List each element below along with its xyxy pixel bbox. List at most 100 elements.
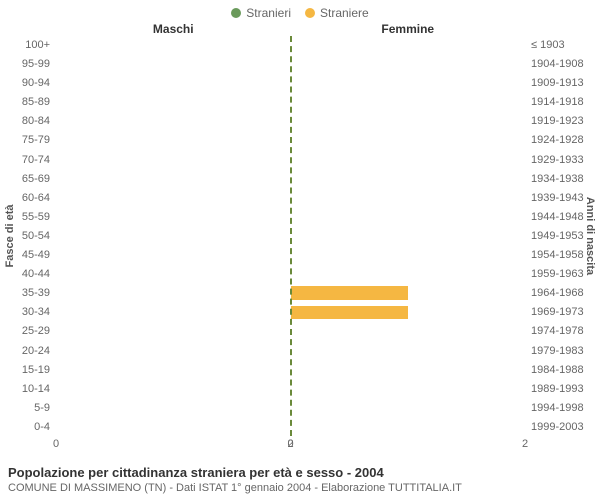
- bar-row: [56, 417, 291, 436]
- bar-row: [56, 93, 291, 112]
- y-tick-age: 10-14: [0, 383, 50, 395]
- x-axis-ticks: 20 02: [56, 438, 525, 452]
- x-tick: 2: [522, 438, 528, 450]
- bar-row: [291, 74, 526, 93]
- bar-row: [291, 150, 526, 169]
- x-tick: 0: [287, 438, 293, 450]
- legend-label-male: Stranieri: [246, 6, 291, 20]
- bar-row: [56, 246, 291, 265]
- y-tick-year: 1924-1928: [531, 134, 600, 146]
- bar-row: [56, 398, 291, 417]
- bar-row: [291, 131, 526, 150]
- bar-row: [56, 131, 291, 150]
- y-tick-age: 95-99: [0, 58, 50, 70]
- bar-row: [56, 226, 291, 245]
- y-tick-age: 85-89: [0, 96, 50, 108]
- bar-row: [291, 379, 526, 398]
- y-tick-year: 1989-1993: [531, 383, 600, 395]
- bar-row: [291, 93, 526, 112]
- y-tick-age: 40-44: [0, 268, 50, 280]
- y-axis-title-left: Fasce di età: [4, 205, 16, 268]
- legend-label-female: Straniere: [320, 6, 369, 20]
- bar-row: [291, 341, 526, 360]
- female-half: [291, 36, 526, 436]
- legend-dot-male: [231, 8, 241, 18]
- bar-row: [56, 150, 291, 169]
- bar-row: [56, 55, 291, 74]
- bar-row: [291, 284, 526, 303]
- female-bar: [291, 306, 408, 319]
- bar-row: [56, 341, 291, 360]
- y-tick-age: 60-64: [0, 192, 50, 204]
- y-tick-year: 1934-1938: [531, 173, 600, 185]
- y-tick-year: 1914-1918: [531, 96, 600, 108]
- bar-row: [291, 360, 526, 379]
- bar-row: [291, 36, 526, 55]
- bar-row: [56, 360, 291, 379]
- bar-row: [56, 169, 291, 188]
- x-tick: 0: [53, 438, 59, 450]
- bar-row: [291, 207, 526, 226]
- y-tick-year: 1984-1988: [531, 364, 600, 376]
- bar-row: [56, 36, 291, 55]
- legend-item-male: Stranieri: [231, 6, 291, 20]
- y-tick-year: 1909-1913: [531, 77, 600, 89]
- male-header: Maschi: [56, 22, 291, 36]
- bar-row: [291, 398, 526, 417]
- bar-row: [56, 303, 291, 322]
- y-tick-age: 15-19: [0, 364, 50, 376]
- bar-row: [291, 169, 526, 188]
- center-divider: [290, 36, 292, 436]
- bar-row: [56, 379, 291, 398]
- bar-row: [56, 265, 291, 284]
- y-tick-age: 75-79: [0, 134, 50, 146]
- y-tick-year: 1999-2003: [531, 421, 600, 433]
- bar-row: [291, 303, 526, 322]
- chart-subtitle: COMUNE DI MASSIMENO (TN) - Dati ISTAT 1°…: [8, 482, 592, 494]
- chart-area: Fasce di età Anni di nascita 100+ 95-99 90…: [0, 36, 600, 436]
- legend: Stranieri Straniere: [0, 0, 600, 22]
- y-axis-title-right: Anni di nascita: [584, 197, 596, 275]
- y-tick-age: 25-29: [0, 325, 50, 337]
- bar-row: [291, 112, 526, 131]
- bar-row: [56, 112, 291, 131]
- bar-row: [291, 246, 526, 265]
- plot-area: 20 02: [56, 36, 525, 436]
- y-tick-year: 1929-1933: [531, 154, 600, 166]
- y-tick-year: 1919-1923: [531, 115, 600, 127]
- y-tick-year: ≤ 1903: [531, 39, 600, 51]
- bar-row: [291, 188, 526, 207]
- bar-row: [56, 284, 291, 303]
- female-bar: [291, 286, 408, 299]
- bar-row: [56, 188, 291, 207]
- y-tick-year: 1969-1973: [531, 306, 600, 318]
- legend-item-female: Straniere: [305, 6, 369, 20]
- y-tick-age: 90-94: [0, 77, 50, 89]
- y-tick-age: 20-24: [0, 345, 50, 357]
- y-tick-age: 5-9: [0, 402, 50, 414]
- y-tick-year: 1974-1978: [531, 325, 600, 337]
- y-tick-age: 100+: [0, 39, 50, 51]
- y-tick-age: 35-39: [0, 287, 50, 299]
- y-tick-age: 0-4: [0, 421, 50, 433]
- y-tick-age: 80-84: [0, 115, 50, 127]
- y-tick-year: 1964-1968: [531, 287, 600, 299]
- female-header: Femmine: [291, 22, 526, 36]
- bar-row: [291, 322, 526, 341]
- y-tick-year: 1979-1983: [531, 345, 600, 357]
- legend-dot-female: [305, 8, 315, 18]
- column-headers: Maschi Femmine: [0, 22, 600, 36]
- bar-row: [56, 74, 291, 93]
- y-tick-age: 65-69: [0, 173, 50, 185]
- male-half: [56, 36, 291, 436]
- bar-row: [291, 55, 526, 74]
- bar-row: [56, 322, 291, 341]
- y-tick-age: 70-74: [0, 154, 50, 166]
- y-tick-year: 1904-1908: [531, 58, 600, 70]
- y-tick-age: 30-34: [0, 306, 50, 318]
- y-tick-year: 1994-1998: [531, 402, 600, 414]
- bar-row: [291, 226, 526, 245]
- bar-row: [56, 207, 291, 226]
- bar-row: [291, 417, 526, 436]
- chart-title: Popolazione per cittadinanza straniera p…: [8, 465, 592, 480]
